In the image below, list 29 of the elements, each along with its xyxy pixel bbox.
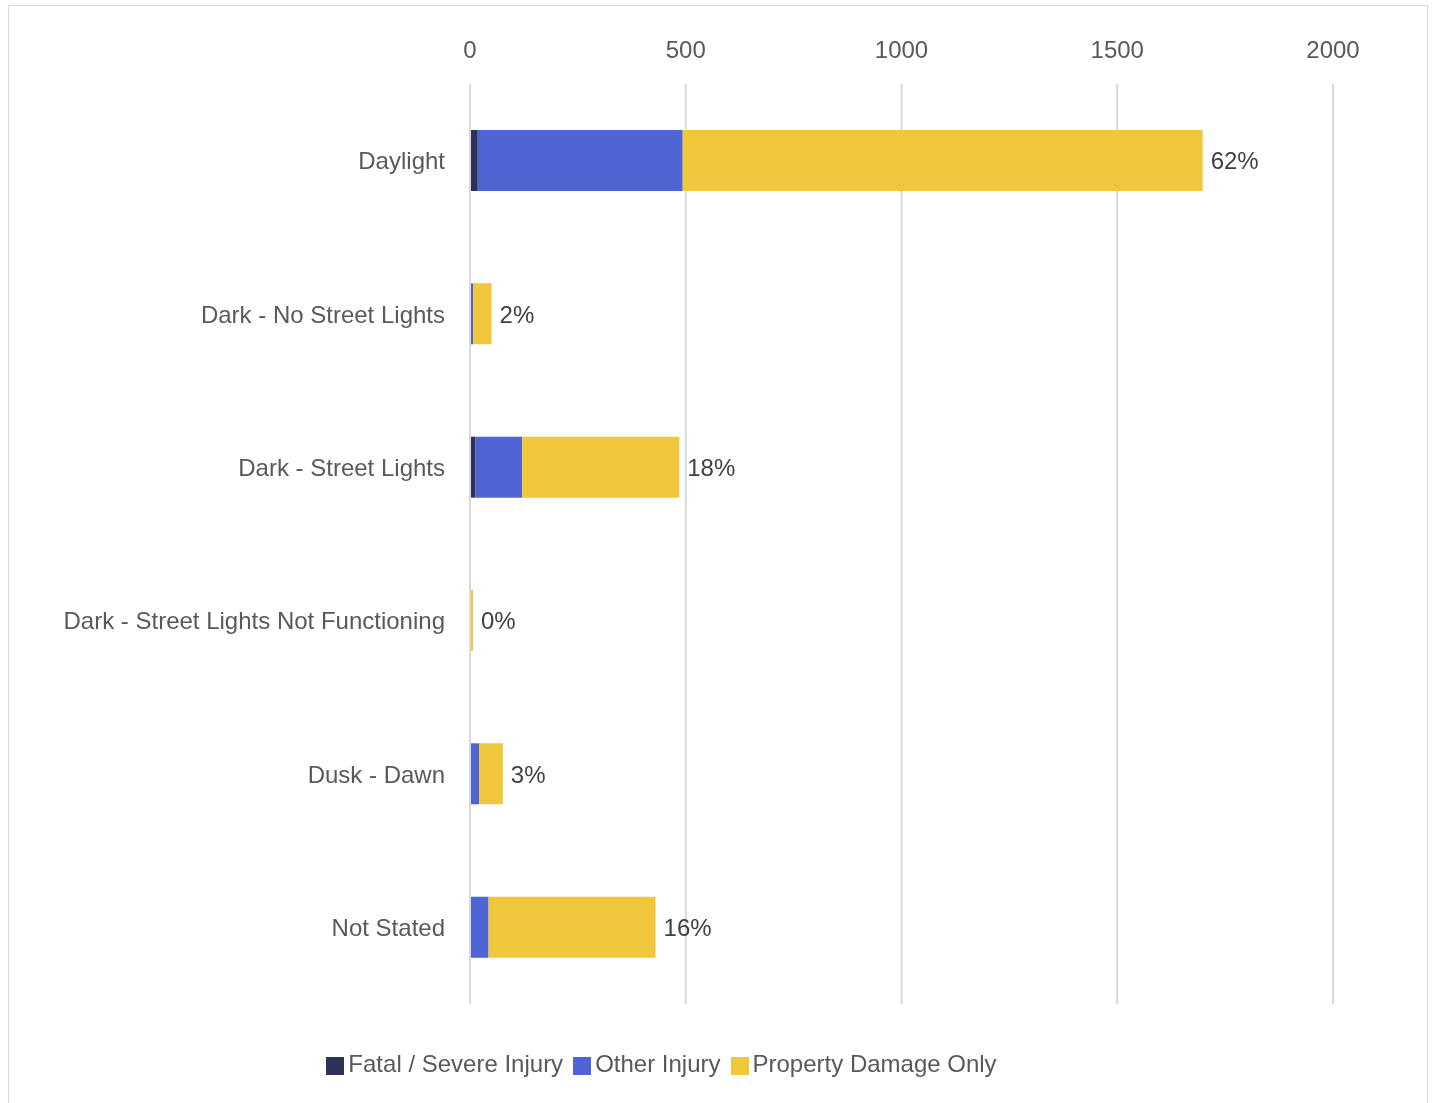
y-tick-label: Dusk - Dawn (307, 760, 445, 788)
annotation: 0% (481, 607, 516, 635)
annotation: 2% (499, 300, 535, 328)
x-tick-label: 1000 (874, 36, 929, 63)
legend-label: Other Injury (595, 1050, 721, 1077)
x-tick-label: 1500 (1090, 36, 1144, 63)
bar (682, 130, 1203, 191)
y-tick-label: Dark - Street Lights Not Functioning (63, 607, 445, 635)
bar (488, 896, 656, 958)
bar (475, 436, 523, 498)
bar (473, 283, 492, 345)
y-tick-label: Not Stated (331, 913, 445, 941)
legend-label: Property Damage Only (752, 1050, 997, 1077)
bar (479, 743, 503, 805)
bar (470, 896, 489, 958)
x-tick-label: 2000 (1306, 36, 1360, 63)
annotation: 16% (663, 913, 712, 941)
y-tick-label: Daylight (358, 147, 446, 175)
bar (522, 436, 680, 498)
y-tick-label: Dark - Street Lights (238, 453, 445, 481)
annotation: 62% (1210, 147, 1259, 175)
y-tick-label: Dark - No Street Lights (200, 300, 445, 328)
x-tick-label: 0 (463, 36, 477, 63)
annotation: 3% (510, 760, 546, 788)
legend-label: Fatal / Severe Injury (348, 1050, 564, 1077)
x-tick-label: 500 (665, 36, 706, 63)
annotation: 18% (687, 453, 736, 481)
bar (470, 130, 478, 191)
bar (477, 130, 683, 191)
